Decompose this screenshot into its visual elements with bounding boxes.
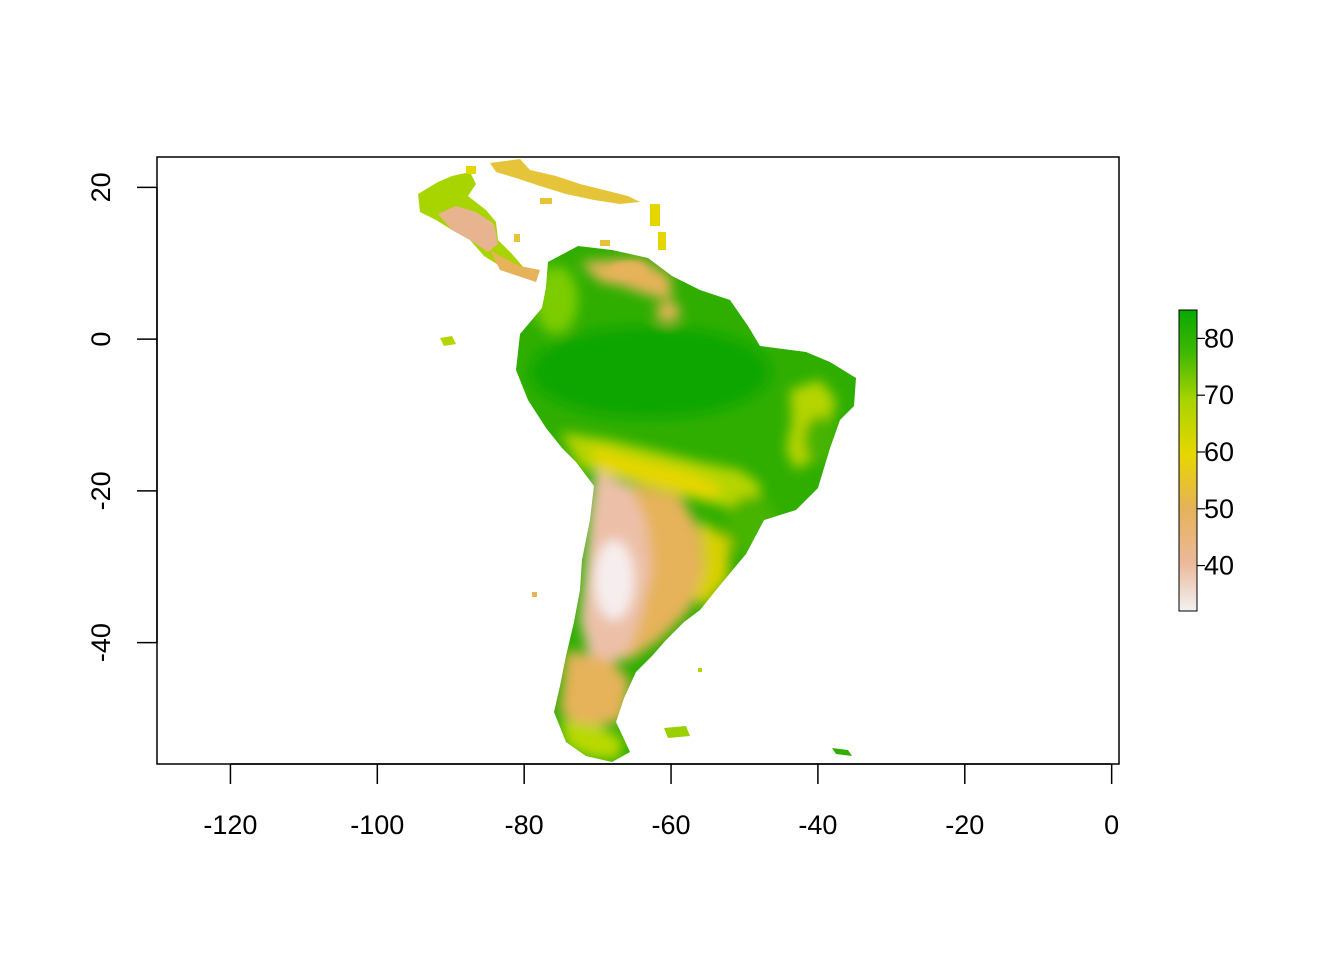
x-axis: -120 -100 -80 -60 -40 -20 0: [203, 763, 1119, 840]
region-guiana-highland: [580, 258, 672, 300]
legend-tick-label: 50: [1204, 494, 1234, 524]
legend-tick-label: 70: [1204, 380, 1234, 410]
x-tick-label: -120: [203, 810, 257, 840]
region-south-georgia: [832, 748, 852, 756]
y-tick-label: -40: [86, 623, 116, 662]
color-legend: 40 50 60 70 80: [1178, 309, 1234, 612]
region-falklands: [664, 726, 690, 738]
legend-tick-label: 60: [1204, 437, 1234, 467]
x-tick-label: -80: [505, 810, 544, 840]
y-tick-label: 0: [86, 332, 116, 347]
region-amazon-basin: [530, 326, 770, 418]
region-galapagos: [440, 336, 456, 346]
region-high-andes: [594, 540, 634, 620]
x-tick-label: -100: [350, 810, 404, 840]
legend-tick-label: 80: [1204, 323, 1234, 353]
map-raster: [418, 159, 856, 762]
region-central-america-highland-south: [490, 250, 540, 282]
x-tick-label: -20: [945, 810, 984, 840]
x-tick-label: -60: [652, 810, 691, 840]
legend-tick-label: 40: [1204, 551, 1234, 581]
region-central-america-highland: [438, 206, 498, 252]
y-tick-label: -20: [86, 471, 116, 510]
x-tick-label: -40: [798, 810, 837, 840]
y-axis: 20 0 -20 -40: [86, 172, 158, 662]
region-south-america: [516, 246, 856, 762]
legend-color-bar: [1178, 309, 1198, 612]
y-tick-label: 20: [86, 172, 116, 202]
region-caribbean: [466, 159, 666, 250]
x-tick-label: 0: [1104, 810, 1119, 840]
